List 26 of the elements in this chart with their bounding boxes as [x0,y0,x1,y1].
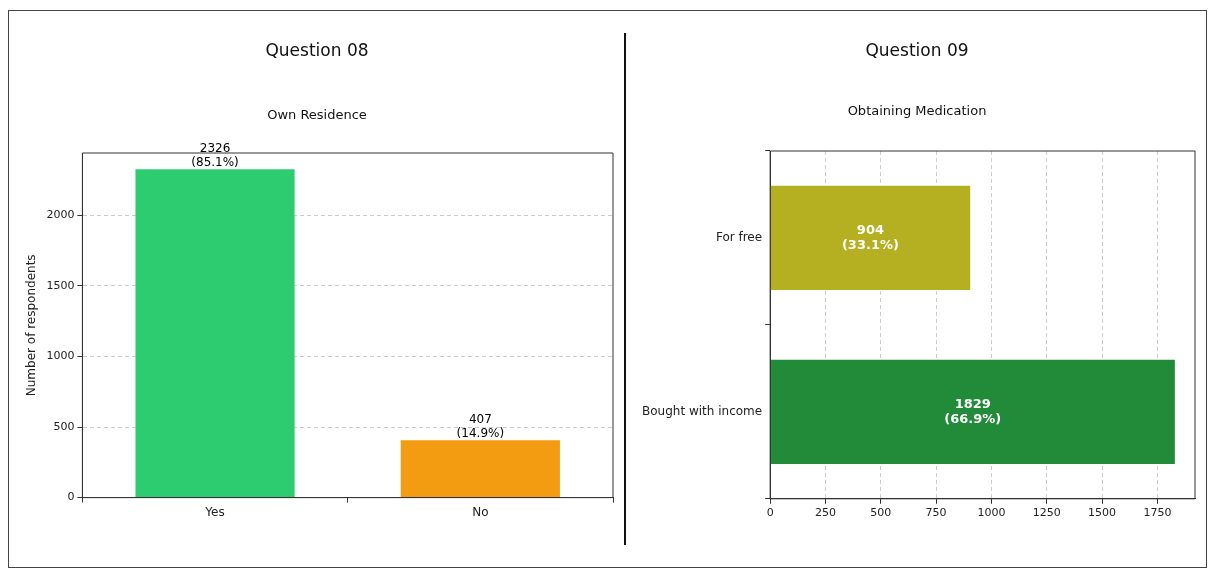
x-tick-label: 1500 [1088,506,1117,520]
y-tick-label: 2000 [46,208,75,222]
chart-subtitle: Own Residence [267,106,367,122]
y-tick-label: 500 [53,419,75,433]
x-tick-label: 0 [766,506,774,520]
x-tick-label: 1750 [1143,506,1172,520]
x-tick-label: 750 [925,506,947,520]
data-label: 2326 (85.1%) [191,141,239,170]
chart-title: Question 08 [265,39,369,60]
data-label: 407 (14.9%) [456,412,505,441]
data-label: 1829 (66.9%) [944,395,1002,426]
x-tick-label: Yes [204,504,225,519]
x-tick-label: No [472,504,489,519]
x-tick-label: 1250 [1032,506,1061,520]
x-tick-label: 250 [814,506,836,520]
y-tick-label: 0 [67,490,75,504]
y-tick-label: 1500 [46,278,75,292]
y-tick-label: 1000 [46,349,75,363]
x-tick-label: 1000 [977,506,1006,520]
chart-subtitle: Obtaining Medication [847,102,987,118]
x-tick-label: 500 [870,506,892,520]
y-axis-title: Number of respondents [24,254,39,397]
chart-title: Question 09 [865,39,969,60]
y-tick-label: For free [715,230,763,245]
data-label: 904 (33.1%) [841,221,899,252]
y-tick-label: Bought with income [641,403,763,418]
